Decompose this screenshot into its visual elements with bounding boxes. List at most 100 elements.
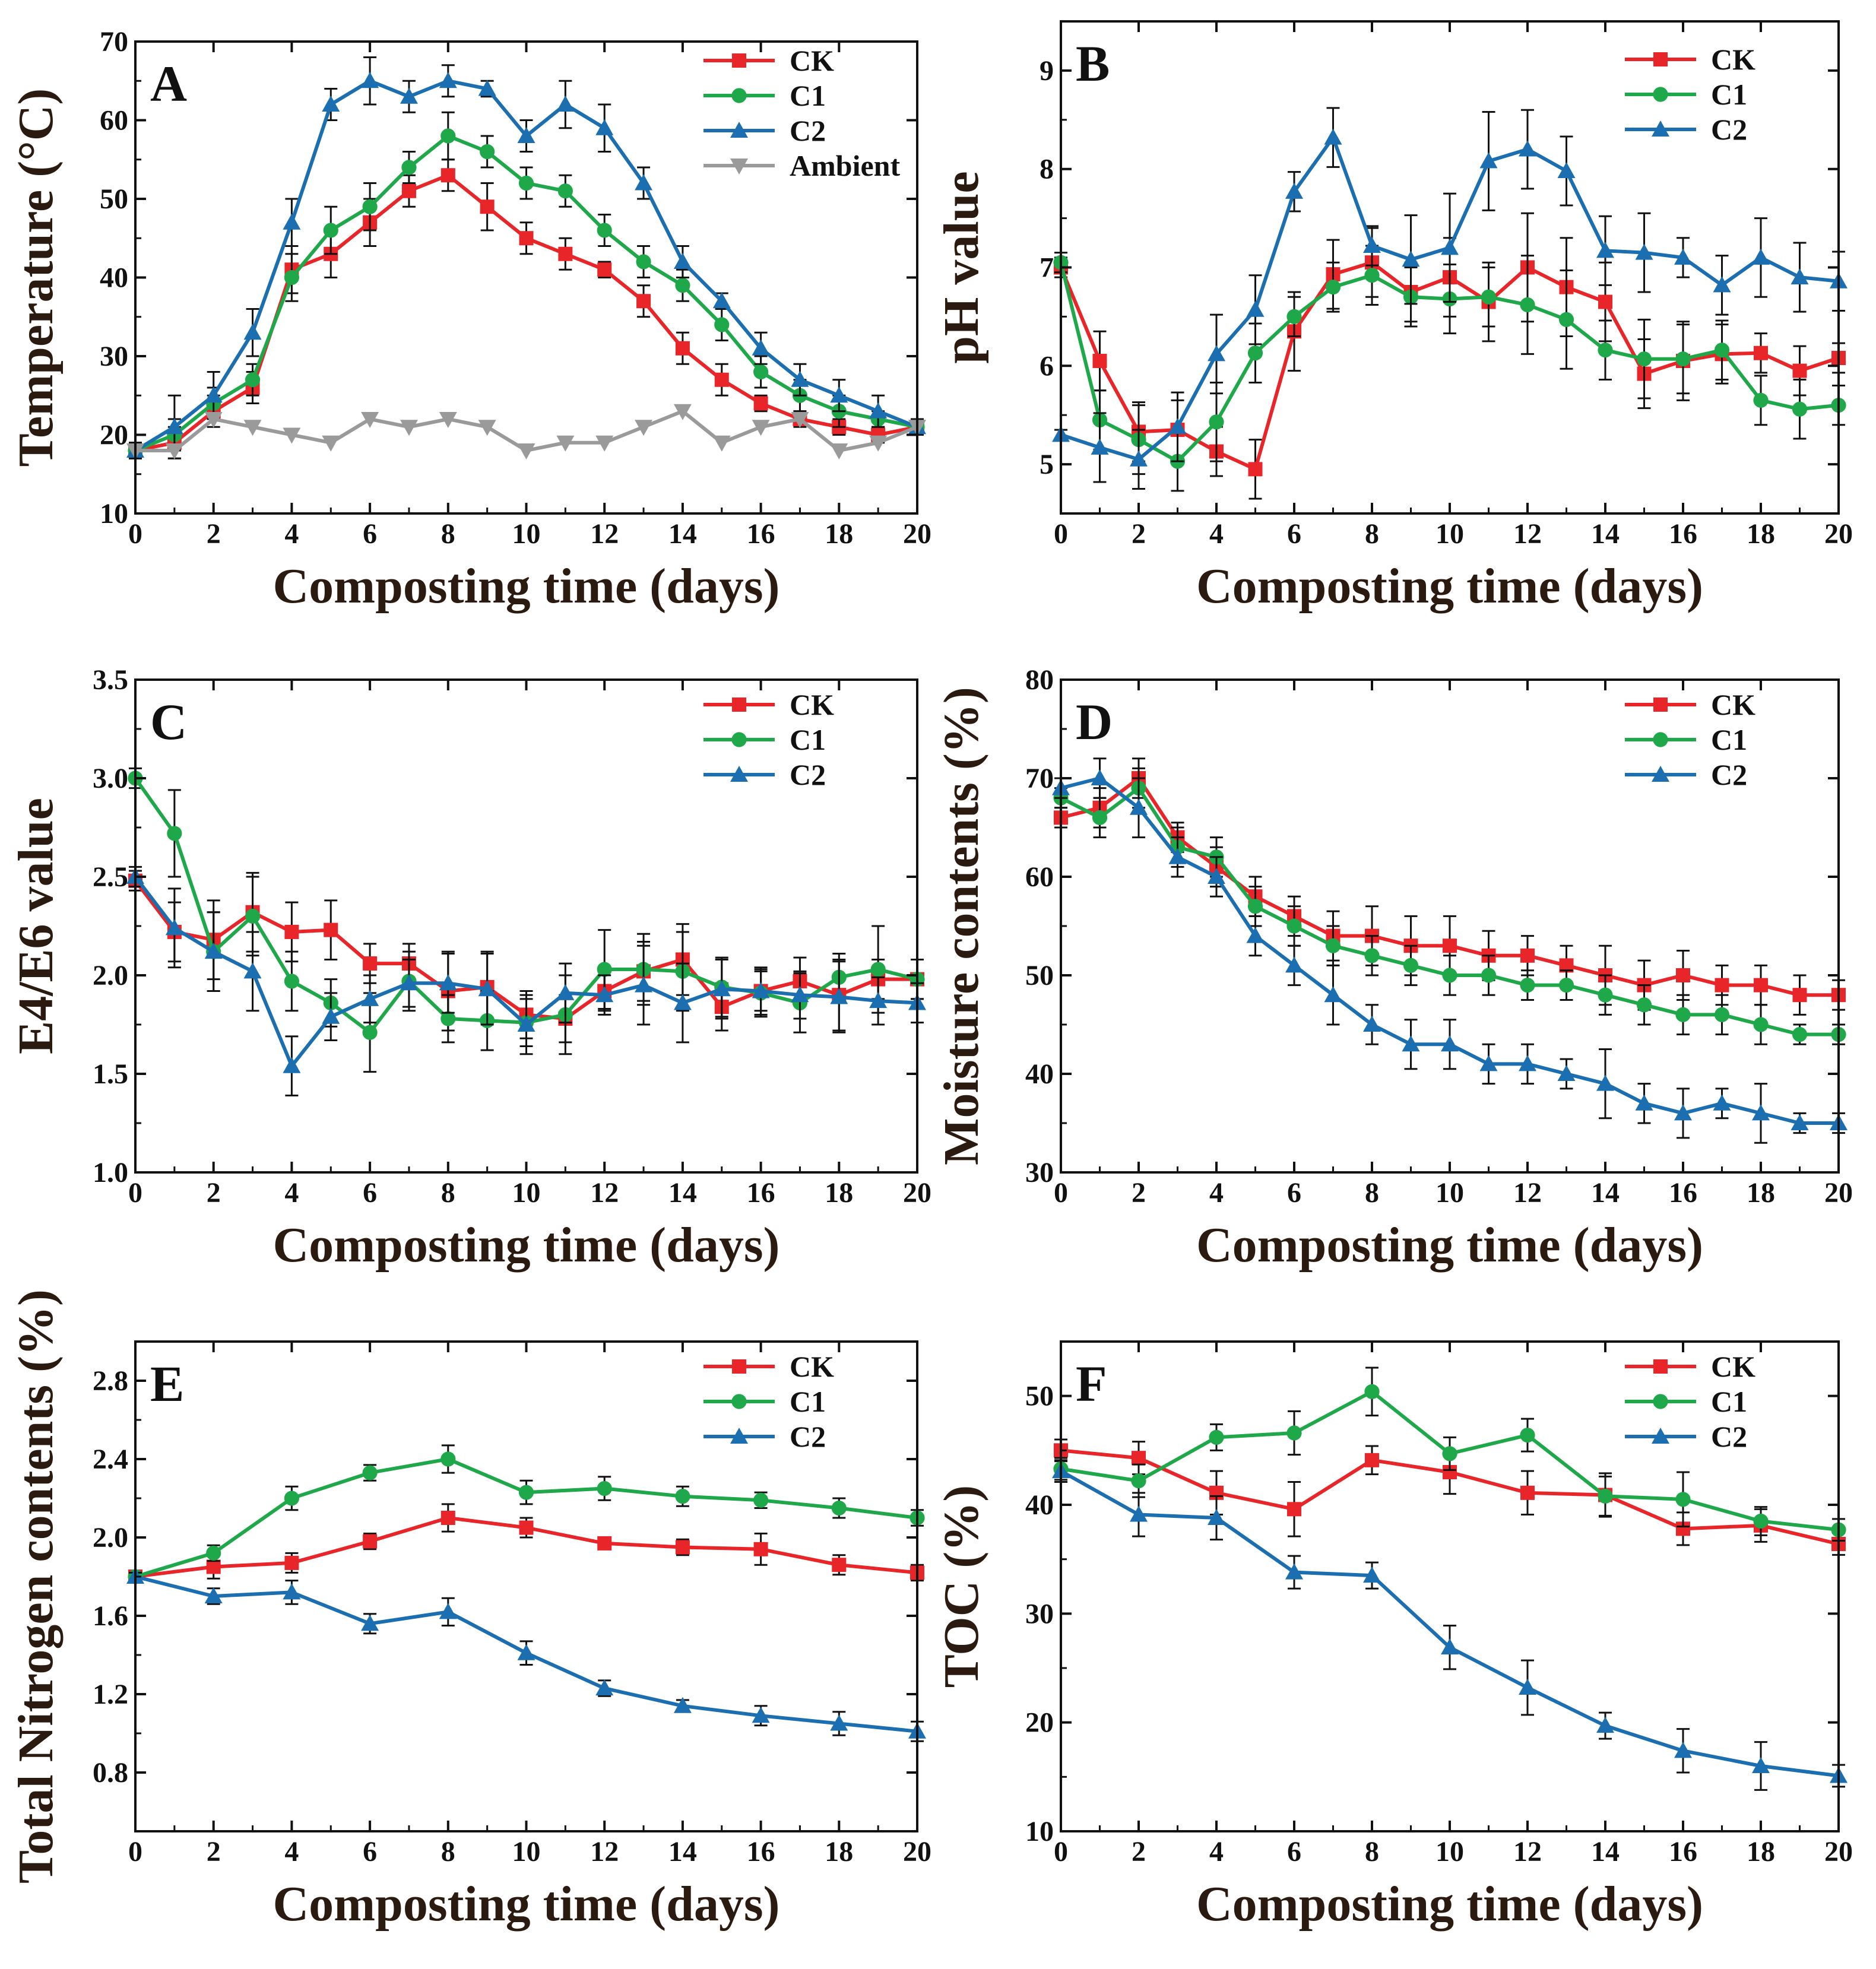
x-tick-label: 8: [441, 1836, 455, 1867]
data-point: [1132, 1451, 1146, 1466]
data-point: [362, 199, 378, 214]
data-point: [1402, 1035, 1420, 1052]
x-tick-label: 16: [1669, 1836, 1697, 1867]
data-point: [441, 1511, 455, 1525]
y-tick-label: 9: [1040, 55, 1054, 87]
data-point: [439, 1603, 457, 1619]
x-tick-label: 20: [903, 518, 931, 550]
legend-label: CK: [1711, 1350, 1755, 1383]
panel-A: 0 2 4 6 8 10 12 14 16 18 20 10 20 30 40 50 60 70 Compostin…: [8, 26, 931, 614]
data-point: [362, 1025, 378, 1040]
x-tick-label: 8: [1365, 1836, 1379, 1867]
data-point: [1168, 418, 1187, 435]
data-point: [517, 127, 535, 143]
data-point: [478, 980, 496, 997]
data-point: [1441, 239, 1459, 255]
x-axis-title: Composting time (days): [1196, 559, 1703, 614]
data-point: [1285, 1563, 1303, 1580]
legend-label: Ambient: [790, 149, 900, 182]
y-axis-title: TOC (%): [934, 1485, 989, 1688]
x-tick-label: 8: [441, 518, 455, 550]
legend-marker: [731, 732, 747, 747]
data-point: [323, 223, 338, 238]
data-point: [400, 974, 418, 991]
data-point: [283, 1057, 301, 1073]
panel-C: 0 2 4 6 8 10 12 14 16 18 20 1.0 1.5 2.0 2.5 3.0 3.5 Compo…: [8, 664, 931, 1273]
x-tick-label: 12: [1513, 1177, 1542, 1209]
data-point: [712, 435, 731, 452]
data-point: [752, 420, 770, 436]
data-point: [1519, 1055, 1536, 1071]
legend-label: C2: [1711, 758, 1747, 791]
data-point: [1286, 309, 1302, 325]
data-point: [635, 976, 653, 993]
y-tick-label: 3.5: [93, 664, 128, 696]
data-point: [1091, 438, 1109, 455]
data-point: [1248, 462, 1263, 477]
data-point: [714, 372, 729, 387]
x-tick-label: 20: [903, 1836, 931, 1867]
data-point: [245, 908, 261, 924]
data-point: [517, 443, 535, 459]
data-point: [1675, 351, 1691, 367]
data-point: [1753, 392, 1769, 408]
data-point: [1130, 1505, 1148, 1522]
y-tick-label: 2.5: [93, 861, 128, 893]
data-point: [518, 1485, 534, 1500]
x-tick-label: 12: [1513, 1836, 1542, 1867]
series-c2: [126, 1568, 926, 1742]
data-point: [204, 386, 223, 403]
data-point: [830, 443, 848, 459]
data-point: [673, 994, 692, 1010]
data-point: [1208, 868, 1225, 884]
data-point: [243, 420, 262, 436]
x-tick-label: 6: [1287, 518, 1301, 550]
data-point: [595, 119, 614, 135]
x-tick-label: 16: [1669, 1177, 1697, 1209]
data-point: [675, 341, 690, 356]
data-point: [322, 1007, 340, 1024]
legend-label: C1: [1711, 78, 1747, 111]
data-point: [361, 990, 379, 1006]
data-point: [597, 1536, 612, 1551]
y-axis-title: Temperature (°C): [8, 88, 64, 467]
data-point: [439, 974, 457, 991]
data-point: [1441, 1035, 1459, 1052]
data-point: [1676, 968, 1690, 982]
x-tick-label: 4: [284, 1836, 299, 1867]
y-tick-label: 6: [1040, 350, 1054, 382]
data-point: [401, 183, 416, 198]
data-point: [1792, 988, 1807, 1003]
panel-D: 0 2 4 6 8 10 12 14 16 18 20 30 40 50 60 70 80 Composting …: [934, 664, 1853, 1273]
y-tick-label: 8: [1040, 154, 1054, 185]
x-tick-label: 14: [668, 1836, 697, 1867]
x-tick-label: 14: [668, 1177, 697, 1209]
data-point: [1596, 1074, 1614, 1091]
data-point: [1287, 1502, 1301, 1517]
data-point: [1402, 251, 1420, 267]
x-tick-label: 12: [590, 1836, 619, 1867]
legend-label: CK: [1711, 43, 1755, 76]
data-point: [204, 1587, 223, 1603]
data-point: [439, 72, 457, 88]
legend-label: C1: [790, 1385, 826, 1418]
legend-marker: [731, 1394, 747, 1409]
data-point: [1324, 128, 1342, 145]
x-tick-label: 4: [1209, 1836, 1224, 1867]
legend-marker: [730, 158, 748, 175]
data-point: [753, 1492, 769, 1508]
data-point: [1285, 956, 1303, 973]
legend-marker: [730, 1428, 748, 1444]
data-point: [1675, 1007, 1691, 1022]
data-point: [1479, 1055, 1498, 1071]
legend-marker: [732, 697, 746, 712]
data-point: [1403, 957, 1419, 973]
data-point: [635, 420, 653, 436]
data-point: [870, 962, 886, 977]
data-point: [636, 254, 651, 269]
data-point: [1325, 938, 1341, 953]
legend-marker: [1653, 87, 1668, 102]
y-axis-title: E4/E6 value: [8, 798, 64, 1054]
